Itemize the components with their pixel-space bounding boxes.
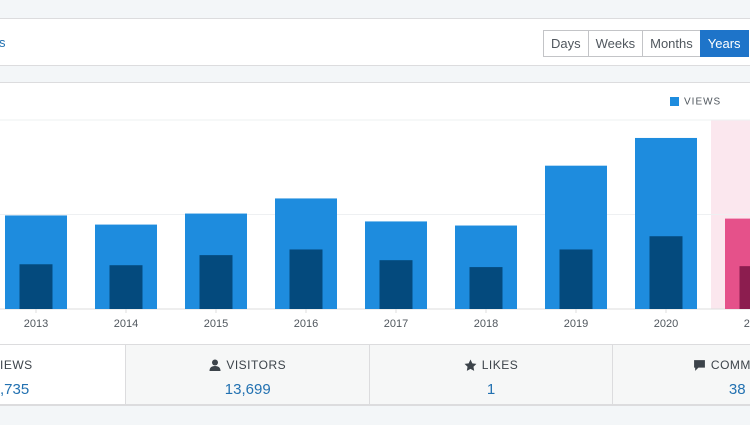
nav-link[interactable]: s bbox=[0, 35, 6, 50]
visitors-bar bbox=[469, 267, 503, 309]
visitors-bar bbox=[739, 266, 750, 309]
chart: VIEWS 2013 2014 2015 2016 2017 2018 2019 2020 20… bbox=[0, 97, 750, 330]
legend-swatch bbox=[670, 97, 679, 106]
visitors-bar bbox=[109, 265, 143, 309]
person-icon bbox=[209, 359, 221, 371]
stat-box[interactable]: IEWS ,735 bbox=[0, 344, 127, 405]
header-bar: s Days Weeks Months Years bbox=[0, 18, 750, 66]
visitors-bar bbox=[379, 260, 413, 309]
stat-label-text: VISITORS bbox=[226, 358, 287, 372]
visitors-bar bbox=[199, 255, 233, 309]
stat-label: IEWS bbox=[0, 357, 125, 373]
x-tick-label: 2019 bbox=[564, 318, 588, 330]
stat-box[interactable]: LIKES 1 bbox=[369, 344, 613, 405]
stat-label-text: LIKES bbox=[481, 358, 519, 372]
x-tick-label: 2020 bbox=[654, 318, 678, 330]
comment-icon bbox=[694, 359, 705, 371]
star-icon bbox=[464, 359, 477, 371]
period-buttons: Days Weeks Months Years bbox=[543, 30, 749, 57]
period-button[interactable]: Weeks bbox=[587, 30, 644, 57]
stat-label: VISITORS bbox=[126, 357, 369, 373]
x-tick-label: 2015 bbox=[204, 318, 228, 330]
visitors-bar bbox=[649, 236, 683, 309]
stats-row: IEWS ,735 VISITORS 13,699 LIKES 1 COMM 3… bbox=[0, 344, 750, 405]
x-tick-label: 2014 bbox=[114, 318, 138, 330]
legend-label: VIEWS bbox=[684, 97, 721, 108]
stat-label: LIKES bbox=[370, 357, 612, 373]
x-tick-label: 2013 bbox=[24, 318, 48, 330]
stat-label-text: IEWS bbox=[0, 358, 33, 372]
stat-label: COMM bbox=[613, 357, 750, 373]
stat-label-text: COMM bbox=[710, 358, 750, 372]
stat-value: 13,699 bbox=[224, 381, 271, 398]
stat-box[interactable]: VISITORS 13,699 bbox=[125, 344, 371, 405]
period-button[interactable]: Months bbox=[642, 30, 701, 57]
period-button[interactable]: Years bbox=[699, 30, 749, 57]
stat-value: ,735 bbox=[0, 381, 30, 398]
x-tick-label: 2018 bbox=[474, 318, 498, 330]
visitors-bar bbox=[19, 264, 53, 309]
stat-value: 38 bbox=[728, 381, 746, 398]
visitors-bar bbox=[559, 249, 593, 309]
period-button[interactable]: Days bbox=[543, 30, 589, 57]
x-tick-label: 2016 bbox=[294, 318, 318, 330]
stat-value: 1 bbox=[486, 381, 496, 398]
visitors-bar bbox=[289, 249, 323, 309]
stat-box[interactable]: COMM 38 bbox=[611, 344, 750, 405]
x-tick-label: 2017 bbox=[384, 318, 408, 330]
x-tick-label: 2021 bbox=[744, 318, 750, 330]
